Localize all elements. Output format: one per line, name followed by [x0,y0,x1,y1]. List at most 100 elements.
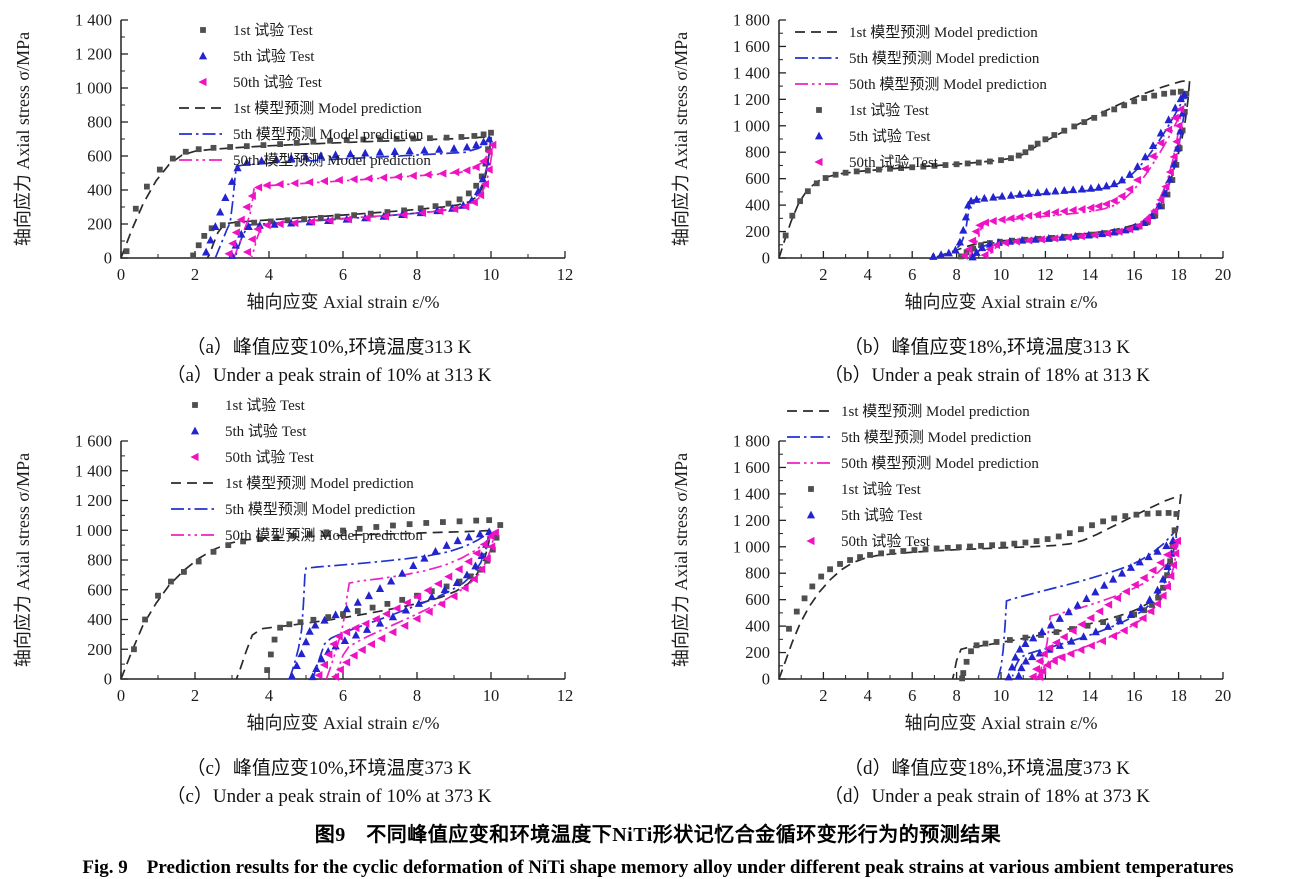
x-tick-label: 10 [993,265,1010,284]
x-tick-label: 4 [864,686,872,705]
legend-label-model-50th: 50th 模型预测 Model prediction [225,527,423,544]
y-tick-label: 200 [87,215,112,234]
x-tick-label: 2 [191,265,199,284]
y-tick-label: 200 [745,222,770,241]
x-tick-label: 10 [483,265,500,284]
x-tick-label: 20 [1215,265,1232,284]
legend-label-model-5th: 5th 模型预测 Model prediction [233,126,424,143]
series-test-5th [287,527,494,681]
y-tick-label: 1 800 [733,432,770,451]
y-tick-label: 400 [745,617,770,636]
x-axis-label: 轴向应变 Axial strain ε/% [246,292,439,312]
y-tick-label: 1 600 [733,458,770,477]
legend-label-model-1st: 1st 模型预测 Model prediction [841,403,1030,420]
x-tick-label: 2 [819,265,827,284]
y-tick-label: 0 [104,249,112,268]
legend: 1st 模型预测 Model prediction 5th 模型预测 Model … [795,24,1047,171]
x-tick-label: 10 [483,686,500,705]
legend-label-model-5th: 5th 模型预测 Model prediction [225,501,416,518]
y-tick-label: 800 [745,143,770,162]
subplot-a-caption-en: （a）Under a peak strain of 10% at 313 K [166,364,492,386]
y-tick-label: 1 400 [75,461,112,480]
y-tick-label: 800 [745,564,770,583]
legend-label-test-1st: 1st 试验 Test [225,397,306,414]
y-tick-label: 800 [87,551,112,570]
x-tick-label: 16 [1126,265,1143,284]
y-tick-label: 1 000 [75,521,112,540]
subplot-b-caption-cn: （b）峰值应变18%,环境温度313 K [843,337,1131,358]
subplot-b-caption-en: （b）Under a peak strain of 18% at 313 K [823,364,1151,386]
chart-c: 0 2 4 6 8 10 12 0 200 400 600 800 1 000 1 200 1 400 1 6… [3,389,655,754]
x-tick-label: 6 [908,686,916,705]
subplot-d: 2 4 6 8 10 12 14 16 18 20 0 200 400 600 800 1 000 1 200 1… [658,389,1316,810]
x-tick-label: 14 [1082,686,1099,705]
subplot-b: 2 4 6 8 10 12 14 16 18 20 0 200 400 600 800 1 000 1 200 1… [658,4,1316,389]
series-test-5th [1004,536,1178,681]
y-tick-label: 1 200 [75,45,112,64]
series-test-1st [123,129,494,259]
x-tick-label: 14 [1082,265,1099,284]
x-axis: 2 4 6 8 10 12 14 16 18 20 [800,251,1232,284]
x-tick-label: 18 [1170,686,1187,705]
axes-frame [778,441,1223,680]
legend-label-model-50th: 50th 模型预测 Model prediction [233,152,431,169]
y-tick-label: 1 000 [75,79,112,98]
subplot-d-caption-en: （d）Under a peak strain of 18% at 373 K [823,785,1151,807]
x-tick-label: 8 [952,265,960,284]
legend-label-test-5th: 5th 试验 Test [225,423,307,440]
y-tick-label: 1 600 [75,432,112,451]
figure-caption-cn: 图9 不同峰值应变和环境温度下NiTi形状记忆合金循环变形行为的预测结果 [314,824,1002,847]
series-model-50th [325,530,497,680]
y-tick-label: 1 400 [75,11,112,30]
y-tick-label: 600 [87,580,112,599]
legend-label-test-1st: 1st 试验 Test [849,102,930,119]
legend-label-model-1st: 1st 模型预测 Model prediction [225,475,414,492]
x-tick-label: 0 [117,686,125,705]
legend: 1st 试验 Test 5th 试验 Test 50th 试验 Test 1st 模型… [171,397,423,544]
y-tick-label: 200 [87,640,112,659]
subplot-d-caption-cn: （d）峰值应变18%,环境温度373 K [843,758,1131,780]
x-axis-label: 轴向应变 Axial strain ε/% [904,713,1097,733]
x-tick-label: 12 [557,686,574,705]
series-test-50th [314,528,499,682]
x-axis-label: 轴向应变 Axial strain ε/% [904,292,1097,312]
chart-svg-a: 0 2 4 6 8 10 12 0 200 400 600 800 1 000 1 200 1 400 轴向应… [13,11,574,313]
legend-label-model-1st: 1st 模型预测 Model prediction [849,24,1038,41]
y-tick-label: 1 200 [733,511,770,530]
x-axis: 2 4 6 8 10 12 14 16 18 20 [800,672,1231,705]
legend: 1st 试验 Test 5th 试验 Test 50th 试验 Test 1st 模型… [179,22,431,169]
subplot-a: 0 2 4 6 8 10 12 0 200 400 600 800 1 000 1 200 1 400 轴向应… [0,4,658,389]
x-tick-label: 2 [819,686,827,705]
series-test-50th [1028,536,1181,682]
x-tick-label: 18 [1170,265,1187,284]
x-tick-label: 8 [413,265,421,284]
x-tick-label: 2 [191,686,199,705]
x-tick-label: 12 [557,265,574,284]
x-tick-label: 12 [1037,686,1054,705]
y-axis-label: 轴向应力 Axial stress σ/MPa [13,32,33,246]
series-model-50th [1036,542,1180,680]
x-tick-label: 0 [117,265,125,284]
y-tick-label: 400 [745,196,770,215]
x-tick-label: 6 [908,265,916,284]
y-tick-label: 400 [87,610,112,629]
legend-label-model-50th: 50th 模型预测 Model prediction [841,455,1039,472]
y-axis-label: 轴向应力 Axial stress σ/MPa [671,453,691,667]
legend-label-test-5th: 5th 试验 Test [233,48,315,65]
legend-label-test-1st: 1st 试验 Test [841,481,922,498]
chart-b: 2 4 6 8 10 12 14 16 18 20 0 200 400 600 800 1 000 1 200 1… [661,4,1313,333]
series-test-50th [959,105,1185,260]
legend: 1st 模型预测 Model prediction 5th 模型预测 Model … [787,403,1039,550]
x-tick-label: 12 [1037,265,1054,284]
x-tick-label: 6 [339,265,347,284]
y-tick-label: 0 [762,249,770,268]
y-tick-label: 400 [87,181,112,200]
x-tick-label: 8 [413,686,421,705]
y-tick-label: 1 600 [733,37,770,56]
x-tick-label: 16 [1126,686,1143,705]
y-axis: 0 200 400 600 800 1 000 1 200 1 400 [75,11,128,268]
y-tick-label: 0 [104,670,112,689]
subplot-a-caption-cn: （a）峰值应变10%,环境温度313 K [186,337,472,358]
